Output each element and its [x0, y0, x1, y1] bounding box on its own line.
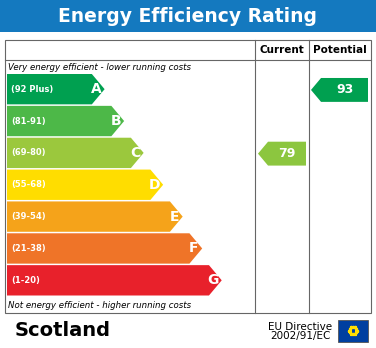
- Polygon shape: [7, 233, 202, 264]
- Text: E: E: [170, 209, 179, 224]
- Text: 2002/91/EC: 2002/91/EC: [270, 331, 330, 340]
- Text: Potential: Potential: [313, 45, 367, 55]
- Bar: [338, 319, 368, 341]
- Text: Very energy efficient - lower running costs: Very energy efficient - lower running co…: [8, 63, 191, 71]
- Text: (55-68): (55-68): [11, 180, 46, 189]
- Polygon shape: [311, 78, 368, 102]
- Text: (39-54): (39-54): [11, 212, 45, 221]
- Text: C: C: [130, 146, 141, 160]
- Text: Scotland: Scotland: [15, 321, 111, 340]
- Text: Not energy efficient - higher running costs: Not energy efficient - higher running co…: [8, 301, 191, 309]
- Text: Energy Efficiency Rating: Energy Efficiency Rating: [59, 7, 317, 25]
- Text: (92 Plus): (92 Plus): [11, 85, 53, 94]
- Polygon shape: [7, 74, 105, 104]
- Bar: [0, 0, 376, 32]
- Text: 93: 93: [336, 84, 353, 96]
- Text: Current: Current: [259, 45, 305, 55]
- Text: G: G: [208, 273, 219, 287]
- Polygon shape: [7, 201, 183, 232]
- Text: (81-91): (81-91): [11, 117, 45, 126]
- Text: D: D: [149, 178, 161, 192]
- Polygon shape: [7, 138, 144, 168]
- Text: 79: 79: [278, 147, 296, 160]
- Polygon shape: [258, 142, 306, 166]
- Text: (1-20): (1-20): [11, 276, 40, 285]
- Polygon shape: [7, 169, 163, 200]
- Text: (21-38): (21-38): [11, 244, 45, 253]
- Polygon shape: [7, 106, 124, 136]
- Text: F: F: [189, 242, 199, 255]
- Bar: [5, 40, 371, 313]
- Text: EU Directive: EU Directive: [268, 322, 332, 332]
- Text: A: A: [91, 82, 102, 96]
- Polygon shape: [7, 265, 222, 295]
- Text: B: B: [111, 114, 121, 128]
- Text: (69-80): (69-80): [11, 148, 45, 157]
